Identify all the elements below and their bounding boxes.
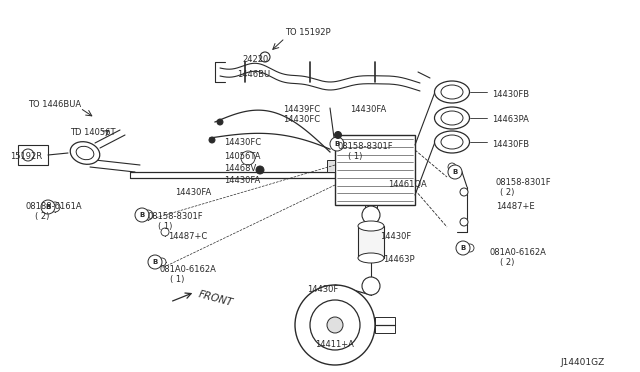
Text: 14468V: 14468V — [224, 164, 256, 173]
Circle shape — [256, 166, 264, 174]
Text: ( 2): ( 2) — [500, 258, 515, 267]
Circle shape — [158, 258, 166, 266]
Bar — [327, 160, 335, 172]
Text: 081A0-6162A: 081A0-6162A — [490, 248, 547, 257]
Circle shape — [161, 228, 169, 236]
Ellipse shape — [76, 146, 94, 160]
Text: 08188-6161A: 08188-6161A — [25, 202, 82, 211]
Text: 14430FC: 14430FC — [283, 115, 320, 124]
Text: 14487+E: 14487+E — [496, 202, 534, 211]
Circle shape — [456, 241, 470, 255]
Circle shape — [362, 277, 380, 295]
Circle shape — [327, 317, 343, 333]
Bar — [335, 135, 415, 205]
Text: B: B — [452, 169, 458, 175]
Circle shape — [260, 52, 270, 62]
Bar — [365, 205, 377, 213]
Ellipse shape — [435, 81, 470, 103]
Text: 14056TA: 14056TA — [224, 152, 260, 161]
Circle shape — [241, 151, 255, 165]
Text: 14430FA: 14430FA — [175, 188, 211, 197]
Text: 081A0-6162A: 081A0-6162A — [160, 265, 217, 274]
Text: 08158-8301F: 08158-8301F — [148, 212, 204, 221]
Ellipse shape — [435, 107, 470, 129]
Text: 14463PA: 14463PA — [492, 115, 529, 124]
Bar — [375, 317, 395, 333]
Text: 14487+C: 14487+C — [168, 232, 207, 241]
Ellipse shape — [441, 135, 463, 149]
Ellipse shape — [358, 253, 384, 263]
Text: 14439FC: 14439FC — [283, 105, 320, 114]
Circle shape — [460, 218, 468, 226]
Text: B: B — [334, 141, 340, 147]
Circle shape — [217, 119, 223, 125]
Text: J14401GZ: J14401GZ — [561, 358, 605, 367]
Circle shape — [41, 200, 55, 214]
Text: B: B — [45, 204, 51, 210]
Text: ( 1): ( 1) — [348, 152, 362, 161]
Text: B: B — [140, 212, 145, 218]
Text: 14461QA: 14461QA — [388, 180, 427, 189]
Circle shape — [22, 149, 34, 161]
Text: 14430FC: 14430FC — [224, 138, 261, 147]
Text: 14411+A: 14411+A — [316, 340, 355, 349]
Text: TD 14056T: TD 14056T — [70, 128, 115, 137]
Text: 14430F: 14430F — [380, 232, 412, 241]
Text: 14430F: 14430F — [307, 285, 339, 294]
Text: ( 2): ( 2) — [35, 212, 49, 221]
Circle shape — [448, 165, 462, 179]
Circle shape — [209, 137, 215, 143]
Text: 14430FA: 14430FA — [350, 105, 387, 114]
Text: 1446BU: 1446BU — [237, 70, 270, 79]
Circle shape — [448, 163, 456, 171]
Text: 15192R: 15192R — [10, 152, 42, 161]
Text: 14430FB: 14430FB — [492, 90, 529, 99]
Ellipse shape — [358, 221, 384, 231]
Text: 08158-8301F: 08158-8301F — [496, 178, 552, 187]
Text: TO 1446BUA: TO 1446BUA — [28, 100, 81, 109]
Bar — [18, 145, 48, 165]
Text: 14430FA: 14430FA — [224, 176, 260, 185]
Circle shape — [143, 210, 153, 220]
Text: ( 1): ( 1) — [170, 275, 184, 284]
Text: ( 1): ( 1) — [158, 222, 172, 231]
Text: 08158-8301F: 08158-8301F — [338, 142, 394, 151]
Ellipse shape — [441, 111, 463, 125]
Circle shape — [466, 244, 474, 252]
Circle shape — [244, 154, 252, 162]
Circle shape — [362, 206, 380, 224]
Bar — [358, 226, 384, 258]
Circle shape — [310, 300, 360, 350]
Text: B: B — [460, 245, 466, 251]
Text: FRONT: FRONT — [197, 289, 234, 308]
Text: TO 15192P: TO 15192P — [285, 28, 331, 37]
Circle shape — [330, 137, 344, 151]
Circle shape — [335, 131, 342, 138]
Ellipse shape — [435, 131, 470, 153]
Circle shape — [135, 208, 149, 222]
Ellipse shape — [441, 85, 463, 99]
Circle shape — [295, 285, 375, 365]
Text: B: B — [152, 259, 157, 265]
Text: 14463P: 14463P — [383, 255, 415, 264]
Circle shape — [148, 255, 162, 269]
Text: ( 2): ( 2) — [500, 188, 515, 197]
Ellipse shape — [70, 142, 100, 164]
Circle shape — [50, 202, 60, 212]
Circle shape — [460, 188, 468, 196]
Text: 14430FB: 14430FB — [492, 140, 529, 149]
Text: 24220: 24220 — [242, 55, 268, 64]
